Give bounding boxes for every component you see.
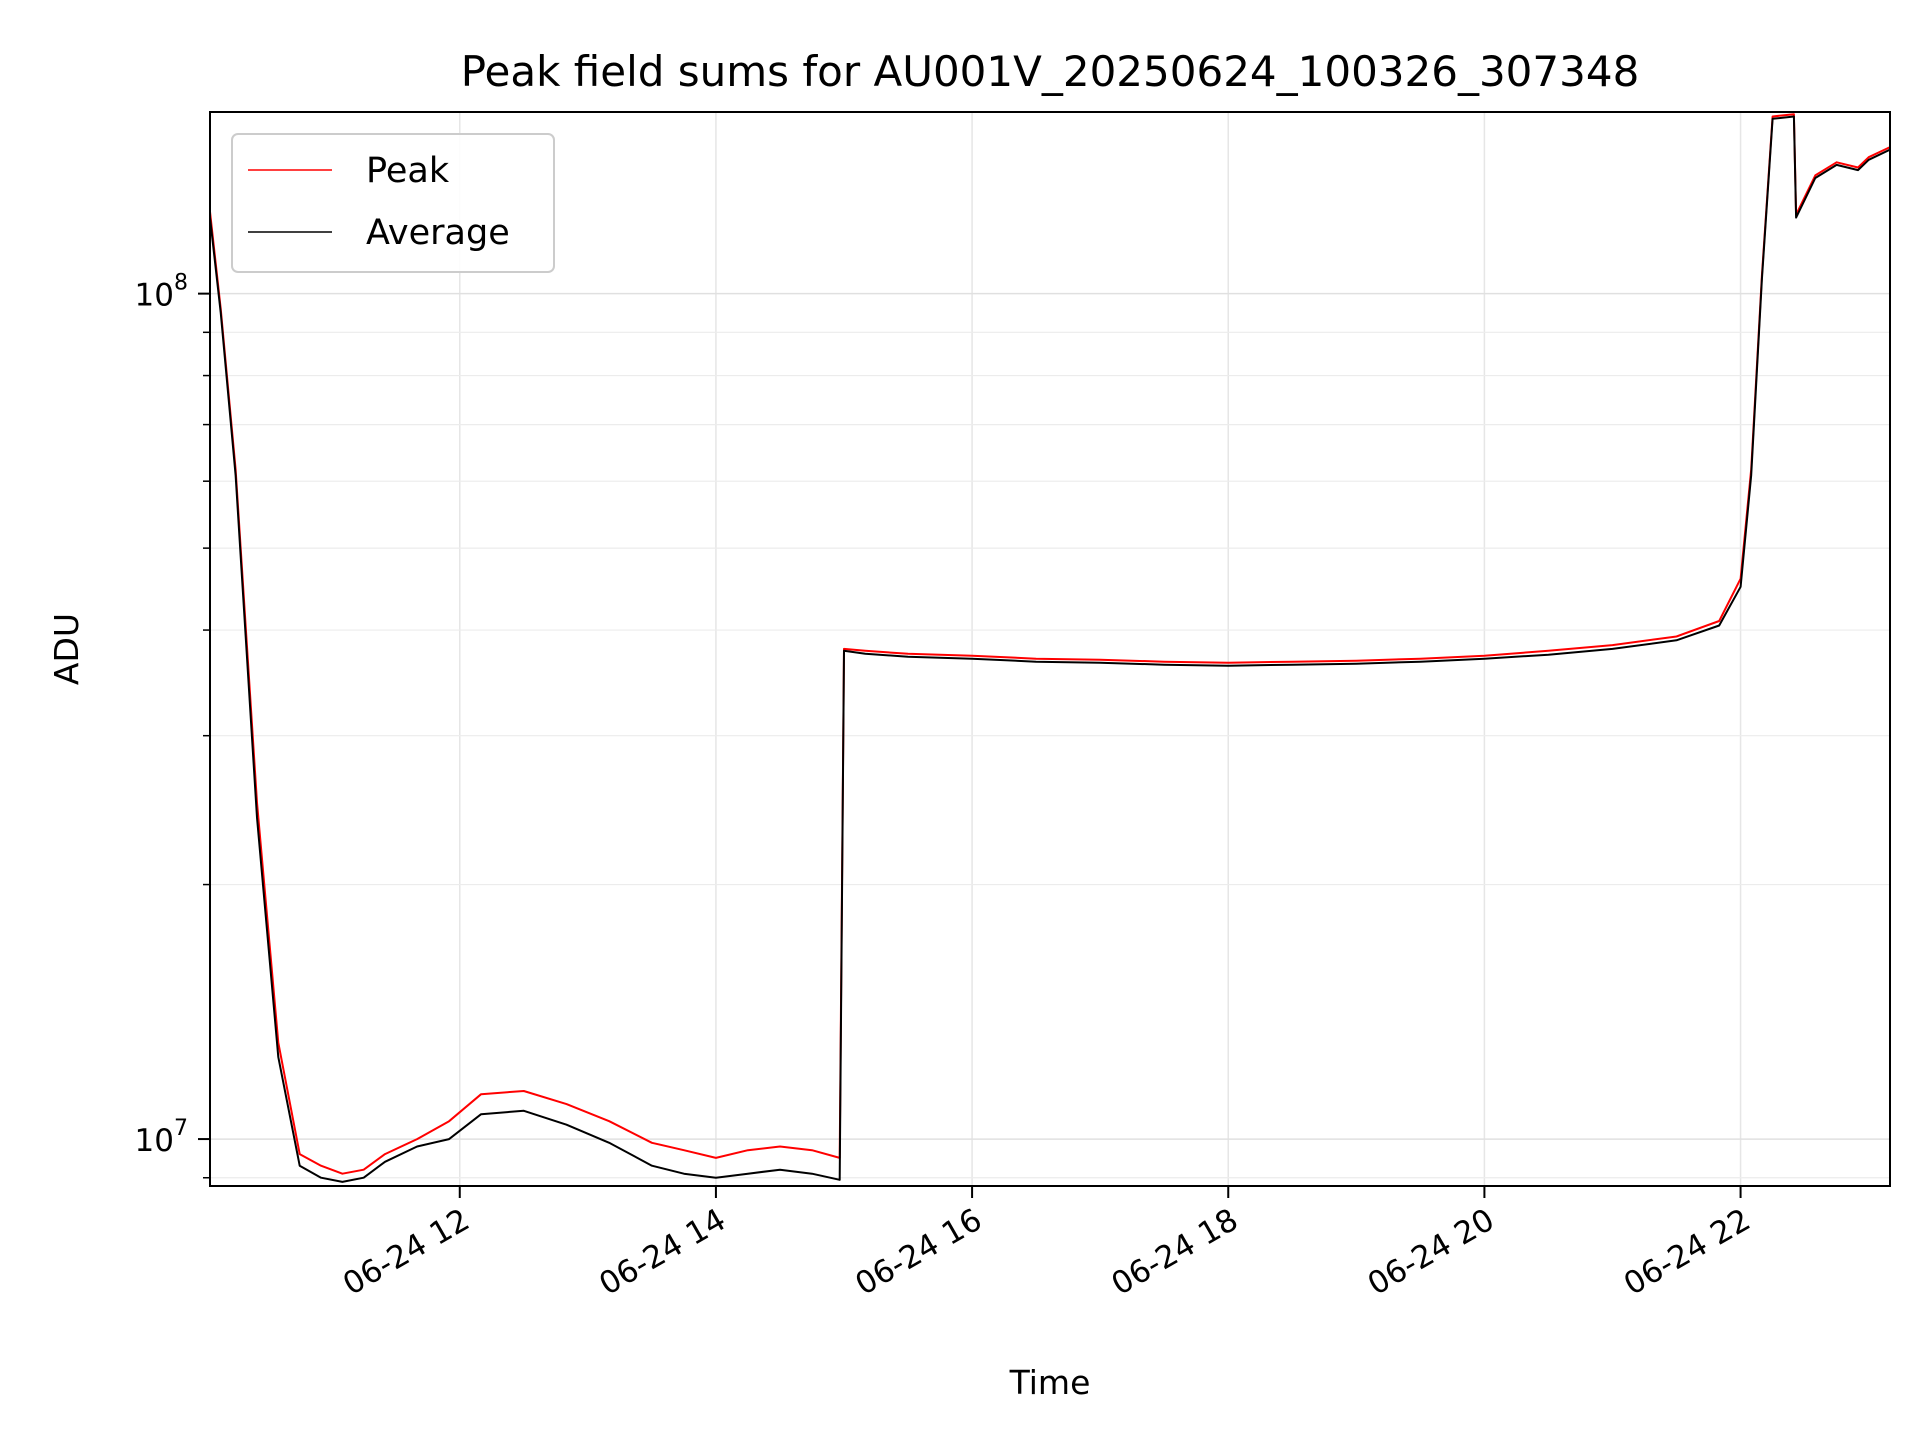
legend-label-peak: Peak (366, 151, 450, 191)
plot-frame (209, 111, 1891, 1187)
grid (210, 112, 1890, 1186)
legend-label-average: Average (366, 213, 510, 253)
x-axis-label: Time (1009, 1363, 1091, 1402)
chart-title: Peak field sums for AU001V_20250624_1003… (461, 47, 1640, 96)
series-layer (210, 113, 1890, 1183)
y-tick-label: 107 (135, 1116, 188, 1159)
series-line-average (210, 115, 1890, 1183)
y-axis: 107 108 (135, 271, 210, 1179)
legend: Peak Average (231, 133, 555, 273)
y-axis-label: ADU (47, 613, 86, 685)
legend-box (231, 133, 555, 273)
y-tick-label: 108 (135, 271, 188, 314)
